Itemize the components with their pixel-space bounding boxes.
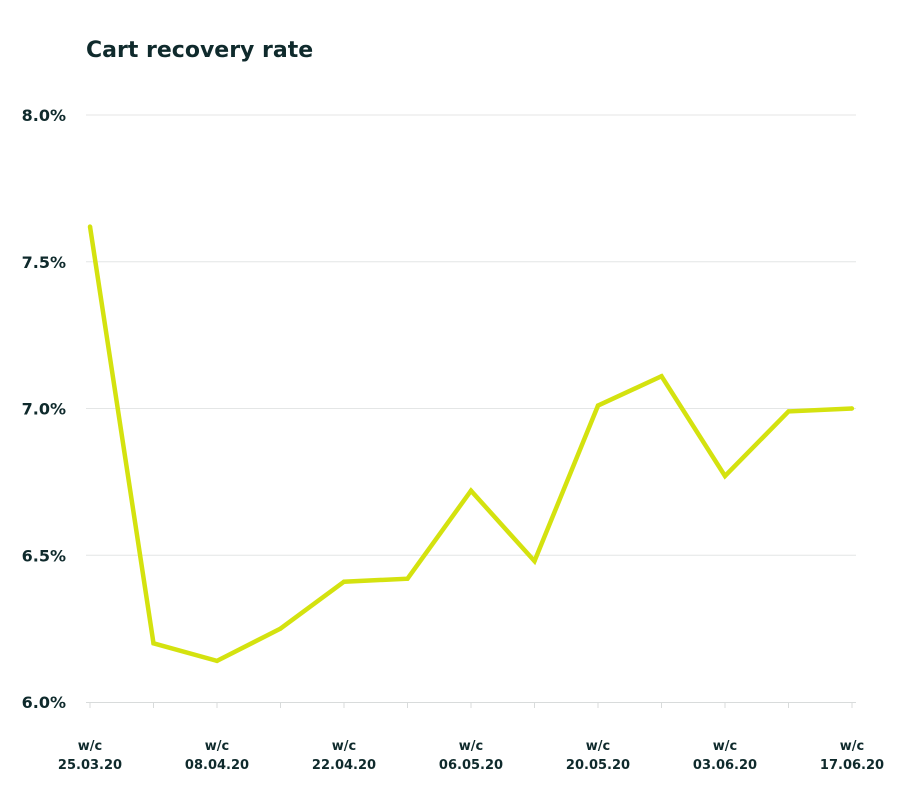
x-tick-label-line2: 20.05.20 xyxy=(566,758,630,773)
x-tick-label-line2: 22.04.20 xyxy=(312,758,376,773)
data-point xyxy=(214,658,220,664)
x-tick-label-line2: 25.03.20 xyxy=(58,758,122,773)
x-tick-label: w/c 06.05.20 xyxy=(439,739,503,773)
x-tick-label: w/c 25.03.20 xyxy=(58,739,122,773)
data-point xyxy=(468,488,474,493)
data-point xyxy=(278,626,283,631)
x-tick-label: w/c 20.05.20 xyxy=(566,739,630,773)
x-tick-label: w/c 22.04.20 xyxy=(312,739,376,773)
x-tick-label: w/c 17.06.20 xyxy=(820,739,884,773)
series-line xyxy=(87,226,853,664)
data-point xyxy=(595,403,601,408)
data-point xyxy=(722,473,728,479)
y-tick-label: 8.0% xyxy=(22,106,66,125)
y-tick-label: 7.0% xyxy=(22,400,66,419)
x-tick-label-line1: w/c xyxy=(840,739,864,754)
data-point xyxy=(786,409,791,414)
y-axis-labels: 6.0% 6.5% 7.0% 7.5% 8.0% xyxy=(22,106,66,712)
series-group xyxy=(87,224,855,664)
y-tick-label: 7.5% xyxy=(22,253,66,272)
data-point xyxy=(405,576,410,581)
x-tick-label-line2: 03.06.20 xyxy=(693,758,757,773)
x-tick-label-line1: w/c xyxy=(586,739,610,754)
data-point xyxy=(151,641,156,646)
x-tick-label-line1: w/c xyxy=(459,739,483,754)
x-axis-labels: w/c 25.03.20 w/c 08.04.20 w/c 22.04.20 w/c 06.0… xyxy=(58,739,884,773)
y-tick-label: 6.5% xyxy=(22,546,66,565)
x-tick-label-line1: w/c xyxy=(713,739,737,754)
x-tick-label: w/c 03.06.20 xyxy=(693,739,757,773)
y-tick-label: 6.0% xyxy=(22,693,66,712)
x-tick-label: w/c 08.04.20 xyxy=(185,739,249,773)
x-tick-label-line1: w/c xyxy=(78,739,102,754)
x-tick-label-line2: 17.06.20 xyxy=(820,758,884,773)
data-point xyxy=(87,224,93,229)
data-point xyxy=(341,579,347,584)
data-point xyxy=(532,558,537,564)
grid-lines xyxy=(86,114,856,556)
x-tick-label-line1: w/c xyxy=(205,739,229,754)
x-tick-label-line1: w/c xyxy=(332,739,356,754)
x-axis xyxy=(86,702,856,708)
data-point xyxy=(659,374,664,379)
x-tick-label-line2: 08.04.20 xyxy=(185,758,249,773)
chart-title: Cart recovery rate xyxy=(86,38,313,63)
x-tick-label-line2: 06.05.20 xyxy=(439,758,503,773)
data-point xyxy=(849,406,855,411)
